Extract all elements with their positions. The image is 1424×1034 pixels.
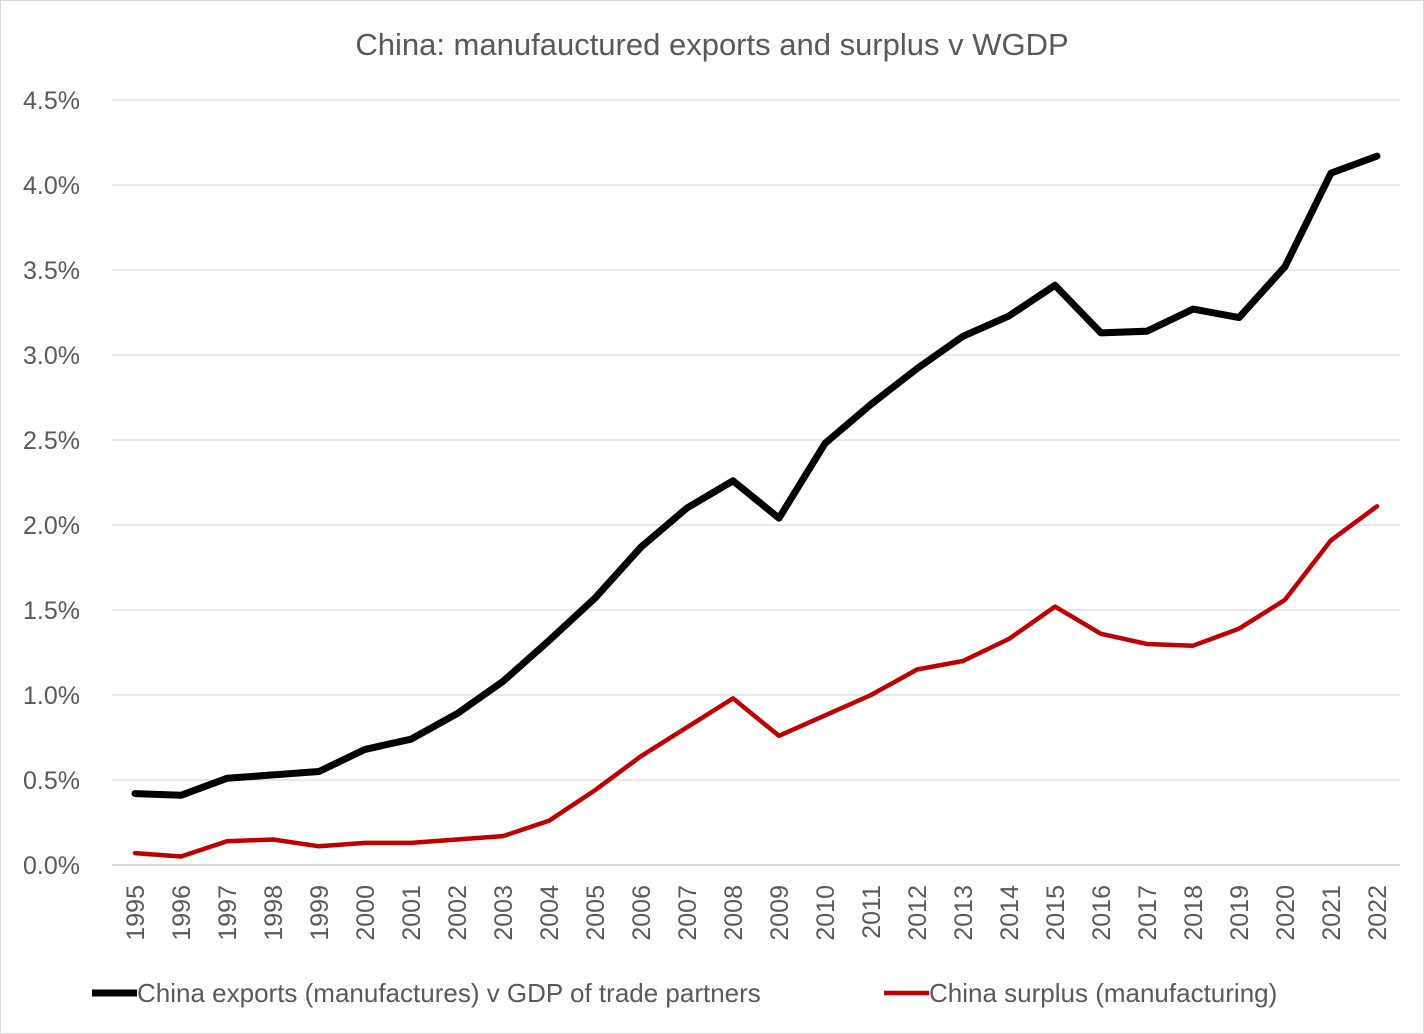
- x-tick-label: 2022: [1364, 885, 1392, 941]
- y-tick-label: 0.5%: [23, 767, 80, 795]
- x-tick-label: 2016: [1088, 885, 1116, 941]
- x-tick-label: 2018: [1180, 885, 1208, 941]
- x-tick-label: 2011: [858, 885, 886, 939]
- x-tick-label: 2002: [444, 885, 472, 941]
- x-tick-label: 2021: [1318, 885, 1346, 941]
- legend-label-surplus: China surplus (manufacturing): [929, 978, 1277, 1008]
- x-tick-label: 2017: [1134, 885, 1162, 941]
- x-tick-label: 2005: [582, 885, 610, 941]
- y-tick-label: 0.0%: [23, 852, 80, 880]
- x-tick-label: 2009: [766, 885, 794, 941]
- x-tick-label: 2001: [398, 885, 426, 941]
- x-tick-label: 1999: [306, 885, 334, 941]
- gridlines: [112, 99, 1400, 866]
- x-axis-ticks: 1995 1996 1997 1998 1999 2000 2001 2002 2003 2004…: [122, 885, 1392, 941]
- x-tick-label: 1998: [260, 885, 288, 941]
- y-tick-label: 1.5%: [23, 597, 80, 625]
- x-tick-label: 2019: [1226, 885, 1254, 941]
- x-tick-label: 2013: [950, 885, 978, 941]
- legend-label-exports: China exports (manufactures) v GDP of tr…: [137, 978, 761, 1008]
- y-axis-ticks: 0.0% 0.5% 1.0% 1.5% 2.0% 2.5% 3.0% 3.5% 4.0% 4.5%: [23, 87, 80, 880]
- y-tick-label: 3.5%: [23, 257, 80, 285]
- y-tick-label: 4.5%: [23, 87, 80, 115]
- y-tick-label: 1.0%: [23, 682, 80, 710]
- y-tick-label: 2.5%: [23, 427, 80, 455]
- series-line-exports: [131, 152, 1381, 799]
- x-tick-label: 2015: [1042, 885, 1070, 941]
- chart-title: China: manufauctured exports and surplus…: [355, 27, 1068, 62]
- x-tick-label: 2014: [996, 885, 1024, 941]
- series-line-surplus: [132, 504, 1380, 859]
- x-tick-label: 1995: [122, 885, 150, 941]
- series-lines: [131, 152, 1381, 859]
- x-tick-label: 2003: [490, 885, 518, 941]
- x-tick-label: 2000: [352, 885, 380, 941]
- x-tick-label: 2007: [674, 885, 702, 941]
- x-tick-label: 1997: [214, 885, 242, 941]
- y-tick-label: 3.0%: [23, 342, 80, 370]
- x-tick-label: 2006: [628, 885, 656, 941]
- x-tick-label: 2012: [904, 885, 932, 941]
- x-tick-label: 1996: [168, 885, 196, 941]
- x-tick-label: 2004: [536, 885, 564, 941]
- x-tick-label: 2010: [812, 885, 840, 941]
- y-tick-label: 4.0%: [23, 172, 80, 200]
- legend: China exports (manufactures) v GDP of tr…: [92, 978, 1277, 1008]
- x-tick-label: 2020: [1272, 885, 1300, 941]
- y-tick-label: 2.0%: [23, 512, 80, 540]
- x-tick-label: 2008: [720, 885, 748, 941]
